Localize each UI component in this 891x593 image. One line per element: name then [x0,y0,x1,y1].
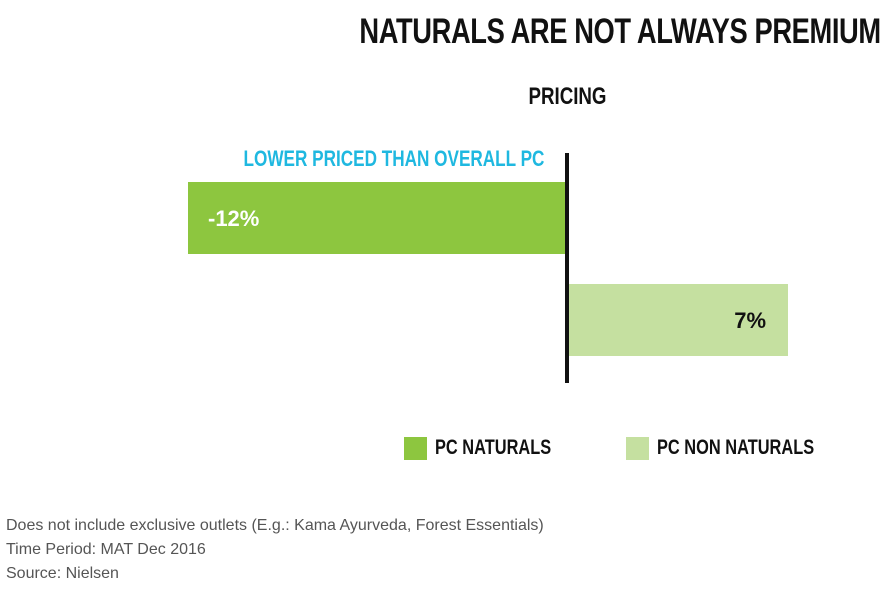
data-label-pc-naturals: -12% [208,206,259,231]
bar-pc-non-naturals [567,284,788,356]
footnote-time-period: Time Period: MAT Dec 2016 [6,541,206,558]
legend-item-pc-non-naturals: PC NON NATURALS [625,436,858,460]
legend-label-pc-non-naturals: PC NON NATURALS [656,436,815,459]
chart-subtitle: PRICING [528,83,607,110]
data-label-pc-non-naturals: 7% [734,308,766,333]
legend-swatch-pc-naturals [404,436,427,460]
footnotes: Does not include exclusive outlets (E.g.… [6,514,544,586]
chart-annotation: LOWER PRICED THAN OVERALL PC [243,146,545,171]
legend-label-pc-naturals: PC NATURALS [435,436,552,459]
legend-item-pc-naturals: PC NATURALS [404,436,584,460]
bar-pc-naturals [188,182,567,254]
footnote-source: Source: Nielsen [6,565,119,582]
legend-swatch-pc-non-naturals [625,436,649,460]
footnote-exclusions: Does not include exclusive outlets (E.g.… [6,517,544,534]
chart-legend: PC NATURALS PC NON NATURALS [404,434,891,462]
